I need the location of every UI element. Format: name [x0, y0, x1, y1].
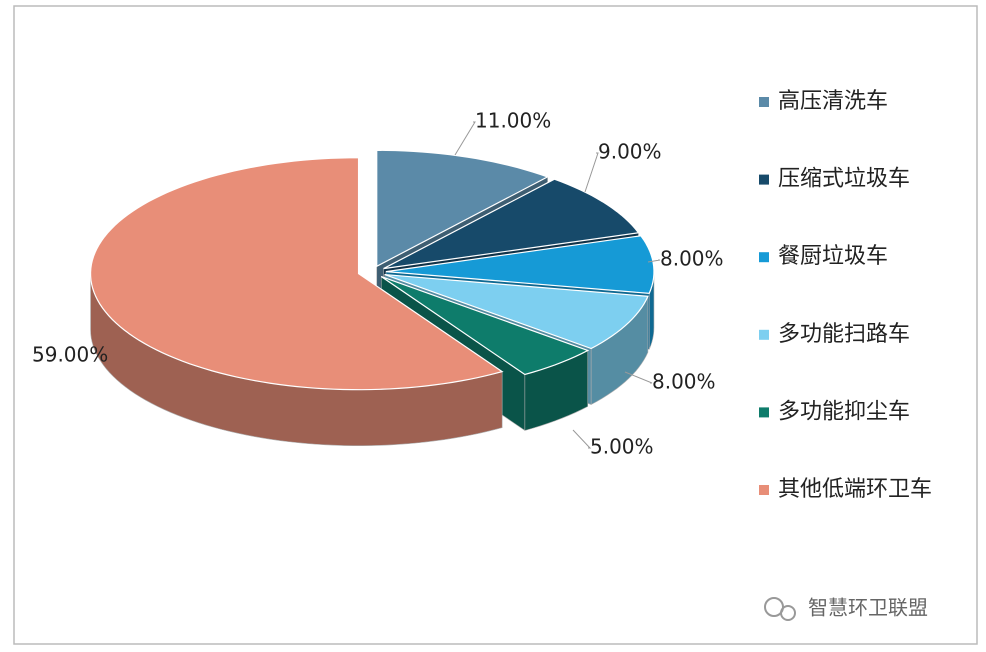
leader-line [624, 371, 653, 384]
data-label: 8.00% [652, 370, 716, 394]
legend-label: 多功能扫路车 [778, 322, 910, 347]
slice [89, 157, 504, 391]
watermark: 智慧环卫联盟 [808, 596, 928, 620]
slice [376, 149, 550, 268]
legend-label: 多功能抑尘车 [778, 399, 910, 424]
slice [385, 235, 655, 294]
leader-line [647, 259, 661, 263]
slice [383, 178, 640, 270]
slice [380, 275, 590, 376]
slice [384, 273, 649, 350]
legend-swatch [759, 485, 769, 495]
legend-label: 高压清洗车 [778, 89, 888, 114]
legend-swatch [759, 252, 769, 263]
leader-line [572, 429, 592, 449]
legend-swatch [759, 97, 769, 107]
legend-label: 压缩式垃圾车 [778, 167, 910, 192]
legend-label: 餐厨垃圾车 [778, 244, 888, 269]
data-label: 11.00% [475, 109, 551, 133]
legend-swatch [759, 329, 769, 340]
watermark-icon [764, 597, 796, 621]
legend-swatch [759, 407, 769, 418]
legend-swatch [759, 174, 769, 185]
data-label: 5.00% [590, 435, 654, 459]
leader-line [584, 152, 599, 193]
legend-label: 其他低端环卫车 [778, 477, 932, 502]
data-label: 8.00% [660, 247, 724, 271]
data-label: 9.00% [598, 140, 662, 164]
leader-line [454, 121, 476, 156]
data-label: 59.00% [32, 343, 108, 367]
